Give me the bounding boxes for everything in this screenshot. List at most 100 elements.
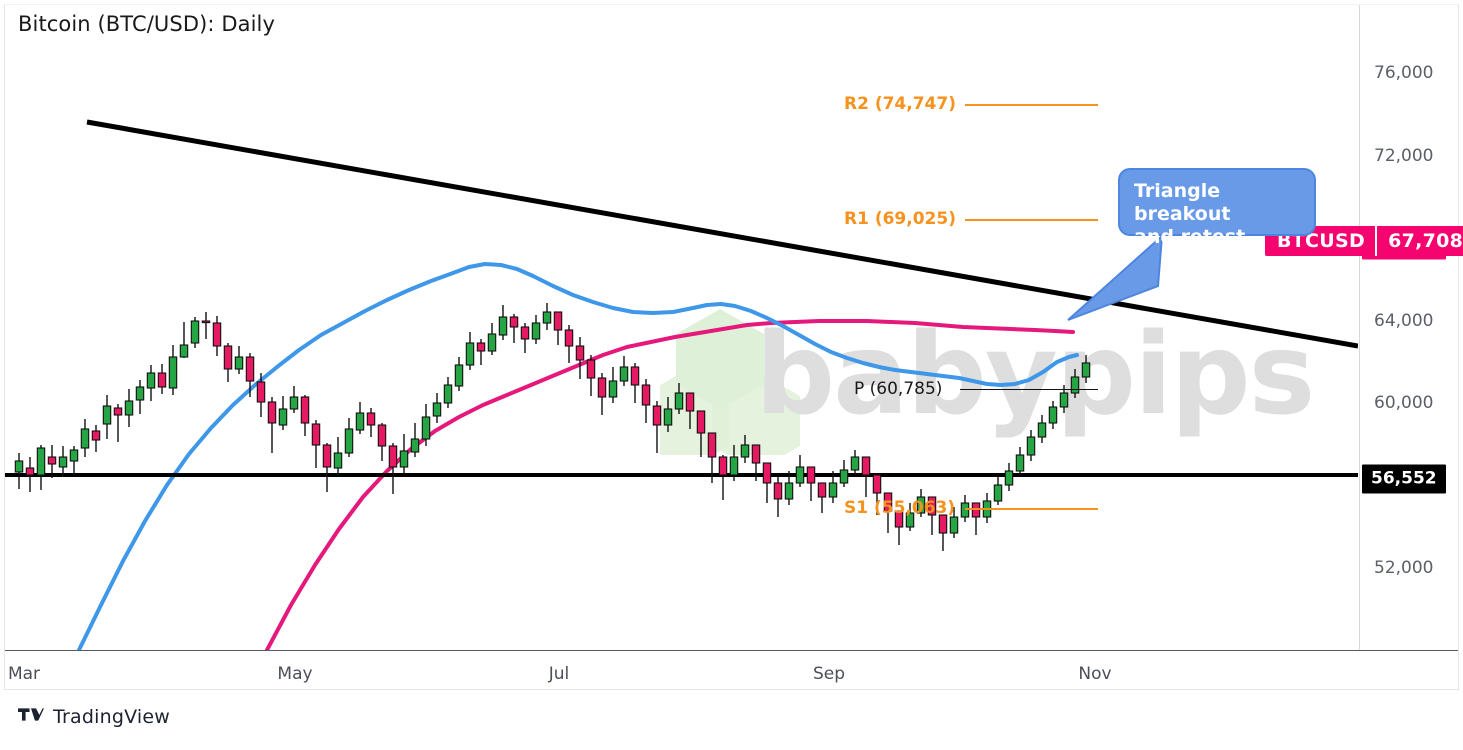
level-label-s1: S1 (55,063) (844, 498, 956, 518)
level-line-p (960, 389, 1098, 390)
candle-body (630, 366, 640, 386)
candle-body (652, 405, 662, 426)
candle-body (322, 444, 332, 468)
callout-pointer (1067, 233, 1164, 321)
candle-body (861, 456, 871, 476)
candle-body (498, 316, 508, 336)
level-label-r1: R1 (69,025) (844, 209, 956, 229)
candle-body (718, 456, 728, 476)
candle-body (168, 356, 178, 389)
page-title: Bitcoin (BTC/USD): Daily (18, 12, 275, 36)
candle-body (586, 359, 596, 379)
candle-body (432, 402, 442, 417)
candle-body (1070, 376, 1080, 394)
candle-body (201, 320, 211, 324)
candle-body (509, 316, 519, 328)
candle-body (454, 364, 464, 387)
candle-body (938, 514, 948, 534)
candle-body (234, 356, 244, 370)
level-label-p: P (60,785) (854, 379, 943, 399)
candle-body (762, 462, 772, 484)
candle-body (531, 322, 541, 340)
candle-body (619, 366, 629, 382)
candle-body (685, 392, 695, 412)
candle-body (212, 322, 222, 347)
candle-body (344, 428, 354, 454)
tradingview-logo-icon (18, 708, 44, 721)
candle-body (872, 474, 882, 494)
x-tick-sep: Sep (812, 664, 846, 684)
callout-line-2: and retest (1134, 225, 1246, 248)
candle-body (113, 407, 123, 416)
candle-body (476, 342, 486, 352)
candle-body (487, 333, 497, 352)
annotation-callout: Triangle breakout and retest (1118, 168, 1316, 248)
candle-body (80, 428, 90, 449)
candle-body (157, 372, 167, 388)
x-tick-may: May (277, 664, 313, 684)
price-axis[interactable]: 76,000 72,000 64,000 60,000 56,000 52,00… (1359, 5, 1458, 650)
candle-body (36, 447, 46, 476)
y-tick-52000: 52,000 (1374, 558, 1434, 578)
level-line-r1 (965, 219, 1098, 221)
candle-body (773, 482, 783, 500)
candle-body (366, 412, 376, 426)
level-line-r2 (965, 104, 1098, 106)
candle-body (1048, 406, 1058, 424)
candle-body (256, 381, 266, 403)
y-tick-60000: 60,000 (1374, 393, 1434, 413)
y-tick-64000: 64,000 (1374, 311, 1434, 331)
candle-body (1059, 392, 1069, 408)
candle-body (729, 456, 739, 476)
candle-body (520, 326, 530, 340)
candle-body (245, 356, 255, 382)
candle-body (575, 345, 585, 361)
candle-body (278, 408, 288, 426)
x-tick-mar: Mar (7, 664, 41, 684)
candle-body (190, 320, 200, 344)
candle-body (916, 496, 926, 514)
candle-body (421, 416, 431, 440)
y-tick-76000: 76,000 (1374, 63, 1434, 83)
candle-body (179, 344, 189, 358)
candle-body (817, 482, 827, 498)
slow-ma-line (265, 319, 1075, 650)
candle-body (69, 449, 79, 462)
candle-body (388, 445, 398, 468)
tradingview-attribution: TradingView (18, 706, 170, 728)
candle-body (740, 444, 750, 458)
candle-body (850, 456, 860, 471)
candle-body (465, 342, 475, 366)
candle-body (223, 345, 233, 370)
candle-body (102, 405, 112, 425)
level-line-s1 (965, 508, 1098, 510)
candle-body (1015, 454, 1025, 472)
candle-body (443, 384, 453, 404)
candle-body (91, 430, 101, 441)
candle-body (564, 329, 574, 347)
candle-body (608, 380, 618, 398)
quote-price: 67,708 (1388, 230, 1463, 252)
fast-ma-line (77, 262, 1079, 650)
candle-body (300, 396, 310, 424)
candle-body (25, 467, 35, 476)
candle-body (311, 423, 321, 446)
candle-body (553, 311, 563, 331)
candle-body (828, 482, 838, 498)
x-tick-nov: Nov (1078, 664, 1112, 684)
candle-body (289, 396, 299, 410)
x-tick-jul: Jul (548, 664, 570, 684)
candle-body (707, 432, 717, 458)
time-axis[interactable]: Mar May Jul Sep Nov (5, 650, 1458, 690)
candle-body (971, 502, 981, 518)
candle-body (124, 400, 134, 416)
tradingview-label: TradingView (53, 706, 170, 728)
descending-trendline (86, 119, 1358, 349)
price-series (5, 119, 1358, 650)
candle-body (1081, 362, 1091, 378)
candle-body (542, 311, 552, 324)
candle-body (905, 512, 915, 528)
candle-body (58, 456, 68, 468)
candle-body (674, 392, 684, 410)
